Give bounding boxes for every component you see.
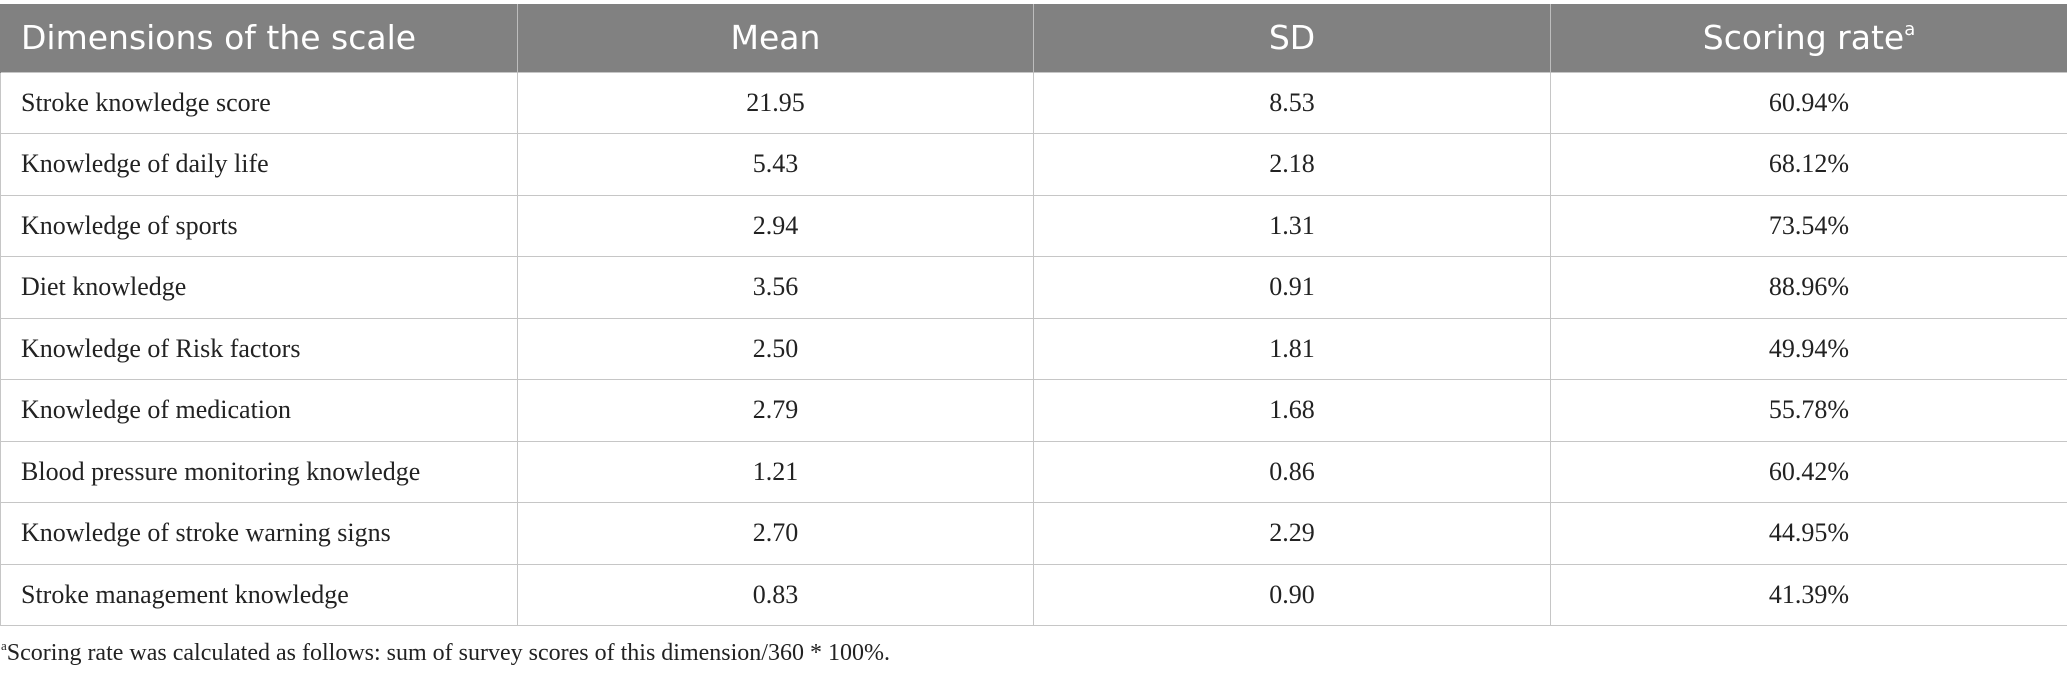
scoring-rate-cell: 60.94% <box>1550 71 2067 134</box>
data-table-container: Dimensions of the scale Mean SD Scoring … <box>0 4 2067 626</box>
dimension-cell: Knowledge of medication <box>0 379 518 442</box>
mean-cell: 3.56 <box>517 256 1034 319</box>
dimension-cell: Stroke management knowledge <box>0 563 518 626</box>
scoring-rate-cell: 49.94% <box>1550 317 2067 380</box>
header-mean: Mean <box>517 4 1034 72</box>
sd-cell: 2.29 <box>1033 502 1551 565</box>
table-row: Knowledge of daily life 5.43 2.18 68.12% <box>0 133 2067 196</box>
scoring-rate-cell: 44.95% <box>1550 502 2067 565</box>
stroke-knowledge-table: Dimensions of the scale Mean SD Scoring … <box>0 4 2067 626</box>
dimension-cell: Knowledge of Risk factors <box>0 317 518 380</box>
header-row: Dimensions of the scale Mean SD Scoring … <box>0 4 2067 72</box>
mean-cell: 5.43 <box>517 133 1034 196</box>
header-scoring-rate: Scoring ratea <box>1550 4 2067 72</box>
table-row: Knowledge of sports 2.94 1.31 73.54% <box>0 194 2067 257</box>
dimension-cell: Diet knowledge <box>0 256 518 319</box>
dimension-cell: Knowledge of sports <box>0 194 518 257</box>
mean-cell: 0.83 <box>517 563 1034 626</box>
scoring-rate-cell: 73.54% <box>1550 194 2067 257</box>
dimension-cell: Blood pressure monitoring knowledge <box>0 440 518 503</box>
scoring-rate-cell: 88.96% <box>1550 256 2067 319</box>
mean-cell: 2.79 <box>517 379 1034 442</box>
table-row: Stroke knowledge score 21.95 8.53 60.94% <box>0 71 2067 134</box>
sd-cell: 1.81 <box>1033 317 1551 380</box>
footnote-marker: a <box>1 638 7 653</box>
sd-cell: 1.68 <box>1033 379 1551 442</box>
scoring-rate-cell: 60.42% <box>1550 440 2067 503</box>
header-footnote-marker: a <box>1904 19 1916 41</box>
scoring-rate-cell: 68.12% <box>1550 133 2067 196</box>
sd-cell: 0.91 <box>1033 256 1551 319</box>
header-dimensions: Dimensions of the scale <box>0 4 518 72</box>
table-row: Blood pressure monitoring knowledge 1.21 0… <box>0 440 2067 503</box>
table-body: Stroke knowledge score 21.95 8.53 60.94% Kno… <box>0 71 2067 626</box>
dimension-cell: Stroke knowledge score <box>0 71 518 134</box>
dimension-cell: Knowledge of daily life <box>0 133 518 196</box>
table-row: Knowledge of Risk factors 2.50 1.81 49.94% <box>0 317 2067 380</box>
sd-cell: 1.31 <box>1033 194 1551 257</box>
table-row: Knowledge of medication 2.79 1.68 55.78% <box>0 379 2067 442</box>
header-sd-label: SD <box>1268 18 1316 58</box>
header-sd: SD <box>1033 4 1551 72</box>
table-header: Dimensions of the scale Mean SD Scoring … <box>0 4 2067 72</box>
mean-cell: 21.95 <box>517 71 1034 134</box>
scoring-rate-cell: 41.39% <box>1550 563 2067 626</box>
footnote-text: Scoring rate was calculated as follows: … <box>6 640 890 666</box>
header-dimensions-label: Dimensions of the scale <box>21 18 417 58</box>
sd-cell: 2.18 <box>1033 133 1551 196</box>
table-row: Stroke management knowledge 0.83 0.90 41.39… <box>0 563 2067 626</box>
table-footnote: aScoring rate was calculated as follows:… <box>1 638 890 667</box>
header-scoring-rate-label: Scoring rate <box>1702 18 1905 58</box>
dimension-cell: Knowledge of stroke warning signs <box>0 502 518 565</box>
scoring-rate-cell: 55.78% <box>1550 379 2067 442</box>
sd-cell: 0.86 <box>1033 440 1551 503</box>
mean-cell: 2.94 <box>517 194 1034 257</box>
table-row: Diet knowledge 3.56 0.91 88.96% <box>0 256 2067 319</box>
header-mean-label: Mean <box>730 18 821 58</box>
table-row: Knowledge of stroke warning signs 2.70 2.2… <box>0 502 2067 565</box>
mean-cell: 1.21 <box>517 440 1034 503</box>
mean-cell: 2.70 <box>517 502 1034 565</box>
sd-cell: 8.53 <box>1033 71 1551 134</box>
sd-cell: 0.90 <box>1033 563 1551 626</box>
mean-cell: 2.50 <box>517 317 1034 380</box>
